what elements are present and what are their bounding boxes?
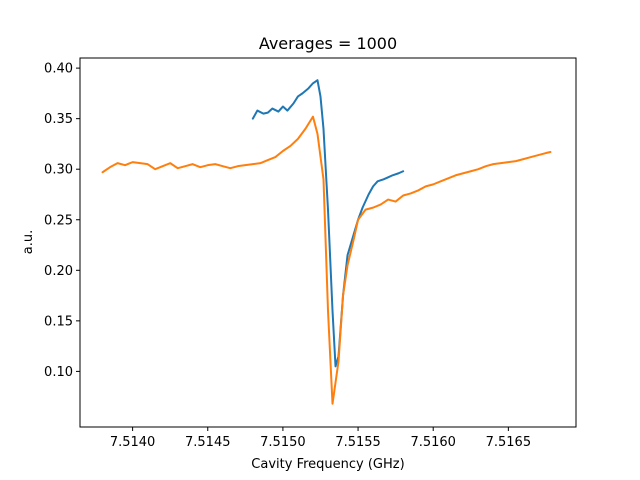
y-axis-label: a.u. (21, 230, 36, 254)
y-tick-label: 0.10 (44, 365, 73, 380)
y-tick-label: 0.35 (44, 112, 73, 127)
x-tick-label: 7.5140 (110, 435, 156, 450)
y-tick-label: 0.25 (44, 213, 73, 228)
x-axis: 7.5140 7.5145 7.5150 7.5155 7.5160 7.5165 (110, 427, 531, 450)
x-tick-label: 7.5150 (260, 435, 306, 450)
x-tick-label: 7.5145 (185, 435, 231, 450)
x-tick-label: 7.5155 (335, 435, 381, 450)
x-tick-label: 7.5165 (486, 435, 532, 450)
series-line-1 (251, 79, 405, 368)
y-axis: 0.10 0.15 0.20 0.25 0.30 0.35 0.40 (44, 62, 80, 380)
x-tick-label: 7.5160 (410, 435, 456, 450)
y-tick-label: 0.40 (44, 62, 73, 77)
y-tick-label: 0.20 (44, 264, 73, 279)
x-axis-label: Cavity Frequency (GHz) (251, 457, 404, 472)
series-line-2 (101, 115, 552, 405)
plot-frame (79, 57, 577, 428)
y-tick-label: 0.30 (44, 163, 73, 178)
y-tick-label: 0.15 (44, 314, 73, 329)
chart-title: Averages = 1000 (259, 34, 397, 53)
series-layer (101, 79, 552, 405)
